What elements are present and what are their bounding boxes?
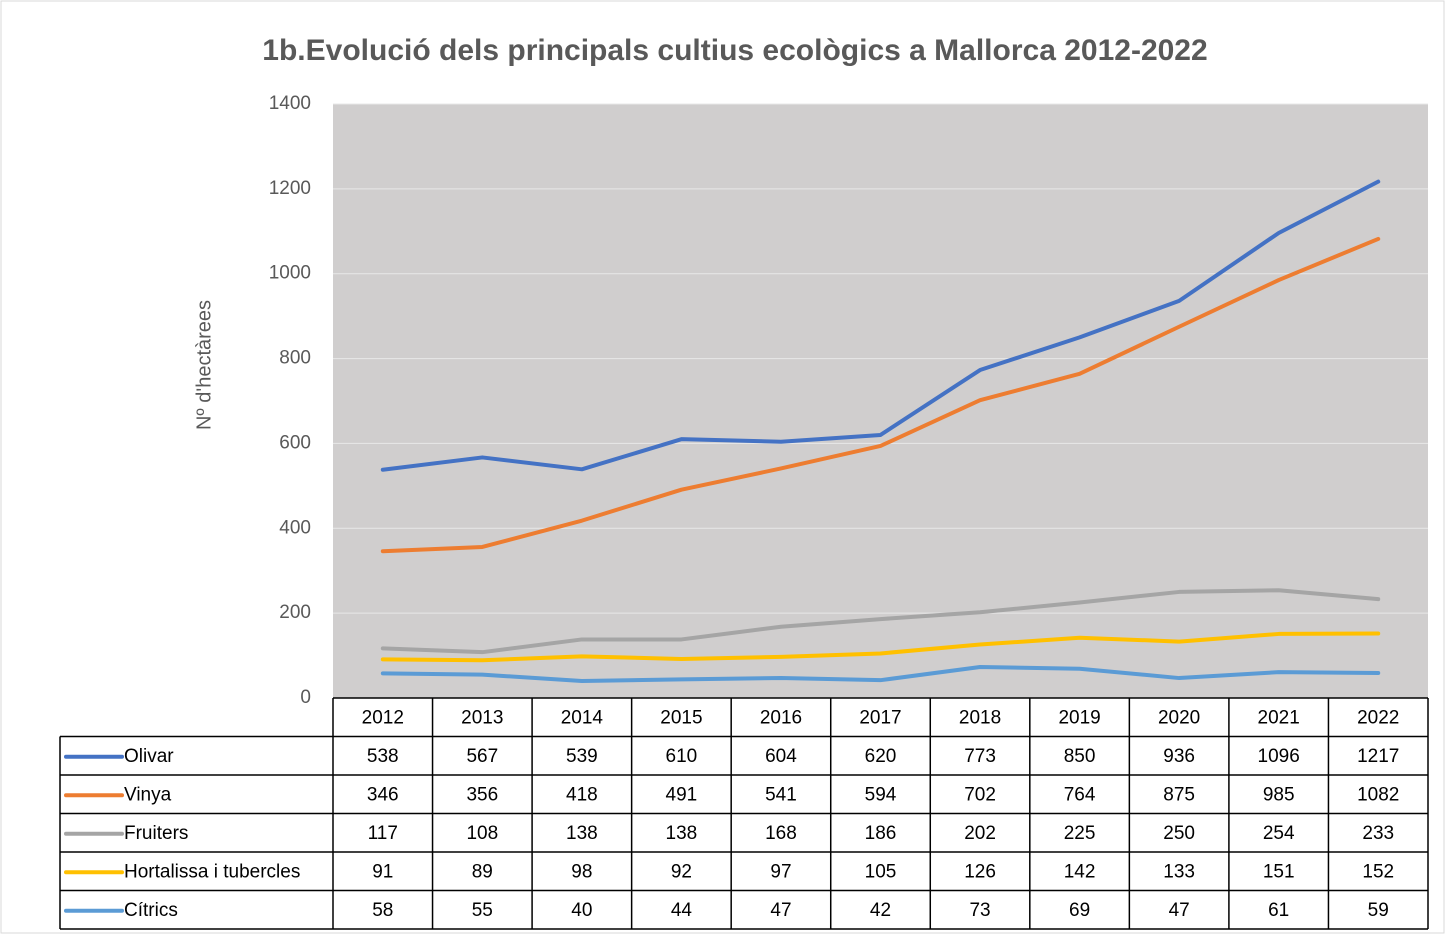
table-cell: 59 [1368, 900, 1389, 921]
table-cell: 168 [765, 823, 797, 844]
table-cell: 254 [1263, 823, 1295, 844]
y-tick-label: 1000 [269, 263, 311, 284]
series-line [380, 665, 1381, 684]
table-cell: 491 [666, 784, 698, 805]
table-cell: 620 [865, 746, 897, 767]
table-cell: 126 [964, 861, 996, 882]
y-tick-label: 600 [279, 432, 311, 453]
table-cell: 105 [865, 861, 897, 882]
y-tick-label: 1400 [269, 93, 311, 114]
y-tick-label: 0 [300, 687, 311, 708]
table-cell: 58 [372, 900, 393, 921]
table-cell: 610 [666, 746, 698, 767]
table-cell: 42 [870, 900, 891, 921]
table-cell: 773 [964, 746, 996, 767]
table-cell: 346 [367, 784, 399, 805]
table-cell: 594 [865, 784, 897, 805]
table-cell: 356 [466, 784, 498, 805]
x-tick-label: 2015 [660, 707, 702, 728]
x-tick-label: 2012 [362, 707, 404, 728]
table-cell: 91 [372, 861, 393, 882]
table-cell: 764 [1064, 784, 1096, 805]
series-line [380, 236, 1381, 554]
table-cell: 539 [566, 746, 598, 767]
table-cell: 604 [765, 746, 797, 767]
y-tick-label: 400 [279, 517, 311, 538]
y-tick-label: 200 [279, 602, 311, 623]
table-cell: 418 [566, 784, 598, 805]
table-cell: 97 [770, 861, 791, 882]
x-tick-label: 2016 [760, 707, 802, 728]
table-cell: 92 [671, 861, 692, 882]
table-cell: 117 [368, 823, 398, 844]
x-tick-label: 2018 [959, 707, 1001, 728]
table-cell: 233 [1362, 823, 1394, 844]
x-tick-label: 2022 [1357, 707, 1399, 728]
table-cell: 61 [1268, 900, 1289, 921]
table-cell: 186 [865, 823, 897, 844]
table-cell: 985 [1263, 784, 1295, 805]
table-cell: 936 [1163, 746, 1195, 767]
table-cell: 73 [969, 900, 990, 921]
table-cell: 44 [671, 900, 693, 921]
table-cell: 567 [466, 746, 498, 767]
series-line [380, 588, 1381, 655]
y-tick-label: 800 [279, 348, 311, 369]
table-cell: 47 [770, 900, 791, 921]
table-cell: 133 [1163, 861, 1195, 882]
table-cell: 138 [566, 823, 598, 844]
table-cell: 138 [666, 823, 698, 844]
y-tick-label: 1200 [269, 178, 311, 199]
y-axis-label: Nº d'hectàrees [193, 300, 215, 430]
table-cell: 40 [571, 900, 592, 921]
legend-label: Fruiters [124, 823, 188, 844]
table-cell: 69 [1069, 900, 1090, 921]
x-tick-label: 2019 [1058, 707, 1100, 728]
table-cell: 1096 [1258, 746, 1300, 767]
table-cell: 702 [964, 784, 996, 805]
table-cell: 541 [765, 784, 797, 805]
table-cell: 1217 [1357, 746, 1399, 767]
table-cell: 108 [466, 823, 498, 844]
table-cell: 875 [1163, 784, 1195, 805]
table-cell: 142 [1064, 861, 1096, 882]
table-cell: 1082 [1357, 784, 1399, 805]
table-cell: 151 [1263, 861, 1295, 882]
table-cell: 225 [1064, 823, 1096, 844]
table-cell: 98 [571, 861, 592, 882]
legend-label: Hortalissa i tubercles [124, 861, 300, 882]
series-line [380, 631, 1381, 663]
table-cell: 152 [1362, 861, 1394, 882]
table-cell: 47 [1169, 900, 1190, 921]
table-cell: 538 [367, 746, 399, 767]
legend-label: Vinya [124, 784, 172, 805]
table-cell: 89 [472, 861, 493, 882]
x-tick-label: 2014 [561, 707, 604, 728]
legend-label: Cítrics [124, 900, 178, 921]
x-tick-label: 2017 [859, 707, 901, 728]
table-cell: 850 [1064, 746, 1096, 767]
table-cell: 250 [1163, 823, 1195, 844]
plot-area [333, 104, 1428, 698]
table-cell: 55 [472, 900, 493, 921]
x-tick-label: 2020 [1158, 707, 1200, 728]
chart-title: 1b.Evolució dels principals cultius ecol… [262, 34, 1207, 67]
x-tick-label: 2021 [1258, 707, 1300, 728]
series-line [380, 179, 1381, 472]
table-cell: 202 [964, 823, 996, 844]
legend-label: Olivar [124, 746, 174, 767]
x-tick-label: 2013 [461, 707, 503, 728]
